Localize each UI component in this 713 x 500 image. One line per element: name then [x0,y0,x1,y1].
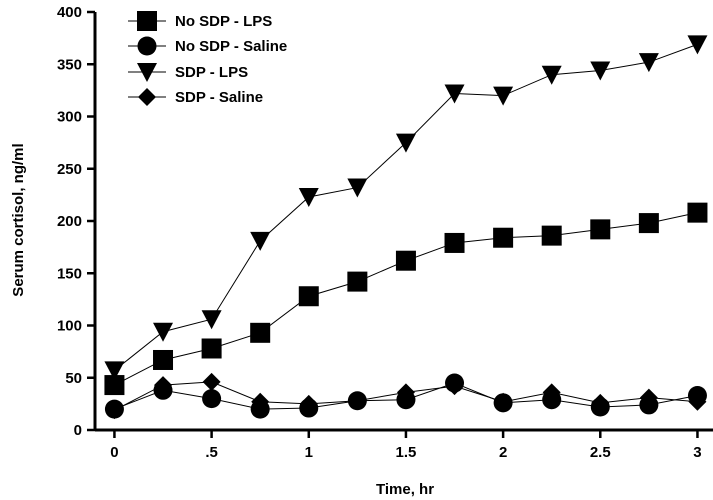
data-point-no-sdp-lps [395,250,416,271]
data-point-sdp-lps [687,35,708,55]
data-point-sdp-lps [347,178,368,198]
series-layer [104,35,708,420]
data-point-sdp-saline [202,372,221,391]
x-tick-label: 2 [499,444,507,461]
legend-item-sdp-lps: SDP - LPS [128,63,248,82]
y-tick-label: 400 [57,4,82,21]
x-tick-label: 0 [110,444,118,461]
y-tick-label: 0 [74,422,82,439]
legend-label: No SDP - Saline [175,38,287,55]
data-point-no-sdp-lps [153,349,174,370]
x-tick-label: 3 [693,444,701,461]
data-point-sdp-saline [445,377,464,396]
data-point-sdp-lps [590,61,611,81]
data-point-sdp-saline [299,394,318,413]
data-point-sdp-lps [104,361,125,381]
data-point-sdp-saline [251,392,270,411]
data-point-no-sdp-lps [201,338,222,359]
y-tick-label: 50 [65,370,82,387]
legend-item-no-sdp-lps: No SDP - LPS [128,11,272,31]
data-point-sdp-saline [542,383,561,402]
y-tick-label: 200 [57,213,82,230]
data-point-sdp-saline [105,401,124,420]
data-point-sdp-lps [395,133,416,153]
legend-marker-sdp-lps [137,63,157,82]
data-point-no-sdp-lps [687,202,708,223]
data-point-no-sdp-lps [298,286,319,307]
y-tick-label: 350 [57,56,82,73]
x-axis-title: Time, hr [376,481,434,498]
y-tick-label: 150 [57,265,82,282]
legend-item-sdp-saline: SDP - Saline [128,88,263,106]
series-sdp-saline [105,372,707,420]
x-tick-label: 2.5 [590,444,611,461]
data-point-sdp-saline [591,393,610,412]
data-point-sdp-lps [493,86,514,106]
data-point-sdp-lps [201,310,222,330]
data-point-sdp-lps [541,65,562,85]
legend-label: SDP - LPS [175,64,248,81]
legend-label: SDP - Saline [175,89,263,106]
data-point-no-sdp-lps [590,219,611,240]
data-point-no-sdp-saline [202,389,222,409]
y-axis-title: Serum cortisol, ng/ml [10,143,27,296]
data-point-no-sdp-lps [541,225,562,246]
data-point-sdp-lps [298,187,319,207]
data-point-sdp-saline [639,388,658,407]
data-point-no-sdp-lps [250,322,271,343]
legend-marker-no-sdp-saline [137,36,157,56]
data-point-no-sdp-lps [444,232,465,253]
data-point-sdp-lps [638,53,659,73]
y-tick-label: 300 [57,109,82,126]
axes: 0 50 100 150 200 250 300 350 400 0 .5 1 1.5 2 2.5 3 [57,4,713,461]
data-point-sdp-lps [250,231,271,251]
legend: No SDP - LPS No SDP - Saline SDP - LPS SDP … [128,11,287,106]
data-point-sdp-saline [494,392,513,411]
legend-marker-sdp-saline [138,88,156,106]
data-point-no-sdp-lps [493,227,514,248]
series-no-sdp-lps [104,202,708,396]
data-point-sdp-saline [154,376,173,395]
y-tick-label: 100 [57,318,82,335]
legend-marker-no-sdp-lps [137,11,157,31]
x-tick-label: .5 [205,444,218,461]
data-point-sdp-saline [348,391,367,410]
x-tick-label: 1.5 [396,444,417,461]
y-tick-label: 250 [57,161,82,178]
series-sdp-lps [104,35,708,381]
legend-item-no-sdp-saline: No SDP - Saline [128,36,287,56]
legend-label: No SDP - LPS [175,13,272,30]
x-tick-label: 1 [305,444,313,461]
data-point-no-sdp-lps [347,271,368,292]
data-point-sdp-lps [153,322,174,342]
data-point-sdp-saline [688,392,707,411]
data-point-no-sdp-lps [638,213,659,234]
data-point-sdp-lps [444,84,465,104]
data-point-sdp-saline [396,383,415,402]
data-point-no-sdp-lps [104,375,125,396]
